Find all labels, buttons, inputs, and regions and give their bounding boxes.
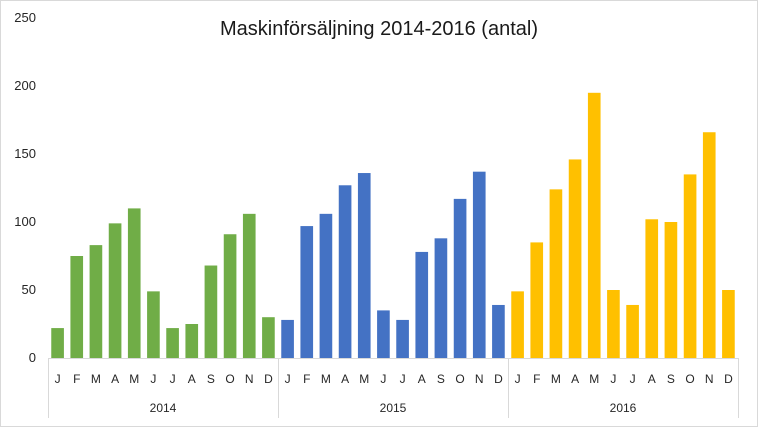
bar-2015-10 <box>453 198 467 358</box>
bar-2015-7 <box>396 319 409 358</box>
x-tick-label-month: A <box>648 372 656 386</box>
y-tick-label: 250 <box>14 10 36 25</box>
x-tick-label-month: A <box>418 372 426 386</box>
y-tick-label: 150 <box>14 146 36 161</box>
bar-2014-3 <box>89 245 103 358</box>
x-tick-label-month: O <box>455 372 464 386</box>
bar-2015-9 <box>434 238 448 358</box>
bar-2016-11 <box>702 132 716 358</box>
x-tick-label-month: J <box>630 372 636 386</box>
y-tick-label: 100 <box>14 214 36 229</box>
x-tick-label-month: N <box>475 372 484 386</box>
x-tick-label-month: M <box>91 372 101 386</box>
bar-2015-8 <box>415 251 429 358</box>
x-tick-label-month: F <box>303 372 310 386</box>
x-group-label-year: 2014 <box>150 401 177 415</box>
bar-2016-10 <box>683 174 697 358</box>
bar-2014-6 <box>147 291 160 358</box>
bar-2014-4 <box>108 223 122 358</box>
bar-2014-2 <box>70 256 84 358</box>
x-tick-label-month: O <box>225 372 234 386</box>
x-tick-label-month: M <box>129 372 139 386</box>
bar-2014-10 <box>223 234 237 358</box>
x-tick-label-month: J <box>380 372 386 386</box>
x-tick-label-month: S <box>207 372 215 386</box>
bar-2015-3 <box>319 213 333 358</box>
x-tick-label-month: D <box>264 372 273 386</box>
x-tick-label-month: A <box>188 372 196 386</box>
bar-2016-3 <box>549 189 563 358</box>
bar-2016-4 <box>568 159 582 358</box>
bar-2016-7 <box>626 304 639 358</box>
bar-2014-8 <box>185 324 199 358</box>
bar-2014-7 <box>166 328 179 358</box>
bar-2015-4 <box>338 185 352 358</box>
x-tick-label-month: J <box>400 372 406 386</box>
x-tick-label-month: F <box>73 372 80 386</box>
x-tick-label-month: M <box>551 372 561 386</box>
x-group-label-year: 2015 <box>380 401 407 415</box>
bar-2015-12 <box>492 304 505 358</box>
y-tick-label: 0 <box>29 350 36 365</box>
bar-2015-11 <box>472 171 486 358</box>
x-tick-label-month: N <box>245 372 254 386</box>
x-tick-label-month: J <box>515 372 521 386</box>
bar-2014-1 <box>51 328 64 358</box>
bar-2016-2 <box>530 242 544 358</box>
bar-2015-6 <box>377 310 390 358</box>
bar-2015-5 <box>357 173 371 358</box>
bar-2016-9 <box>664 222 678 358</box>
x-tick-label-month: O <box>685 372 694 386</box>
bar-2014-11 <box>242 213 256 358</box>
bar-2016-5 <box>587 92 601 359</box>
bar-2014-12 <box>262 317 275 358</box>
y-tick-label: 200 <box>14 78 36 93</box>
x-tick-label-month: M <box>359 372 369 386</box>
x-tick-label-month: A <box>341 372 349 386</box>
bars <box>51 92 735 359</box>
x-axis: J F M A M J J A S O N D J F M A M J J A S O N D J F M A M J J A S O N D2014… <box>48 358 739 418</box>
x-tick-label-month: S <box>667 372 675 386</box>
bar-2014-5 <box>127 208 141 358</box>
x-tick-label-month: M <box>321 372 331 386</box>
x-tick-label-month: N <box>705 372 714 386</box>
y-axis-ticks: 0 50 100 150 200 250 <box>14 10 36 365</box>
x-tick-label-month: J <box>55 372 61 386</box>
bar-2016-12 <box>722 290 735 358</box>
x-tick-label-month: J <box>150 372 156 386</box>
x-tick-label-month: F <box>533 372 540 386</box>
x-tick-label-month: J <box>285 372 291 386</box>
bar-2016-6 <box>607 290 620 358</box>
bar-2015-1 <box>281 319 294 358</box>
bar-2014-9 <box>204 265 218 358</box>
x-tick-label-month: A <box>111 372 119 386</box>
bar-2016-1 <box>511 291 524 358</box>
bar-2016-8 <box>645 219 659 358</box>
y-tick-label: 50 <box>22 282 36 297</box>
x-group-label-year: 2016 <box>610 401 637 415</box>
x-tick-label-month: A <box>571 372 579 386</box>
x-tick-label-month: M <box>589 372 599 386</box>
x-tick-label-month: D <box>724 372 733 386</box>
x-tick-label-month: D <box>494 372 503 386</box>
x-tick-label-month: J <box>610 372 616 386</box>
x-tick-label-month: J <box>170 372 176 386</box>
x-tick-label-month: S <box>437 372 445 386</box>
bar-2015-2 <box>300 226 314 358</box>
chart-title: Maskinförsäljning 2014-2016 (antal) <box>220 18 538 40</box>
